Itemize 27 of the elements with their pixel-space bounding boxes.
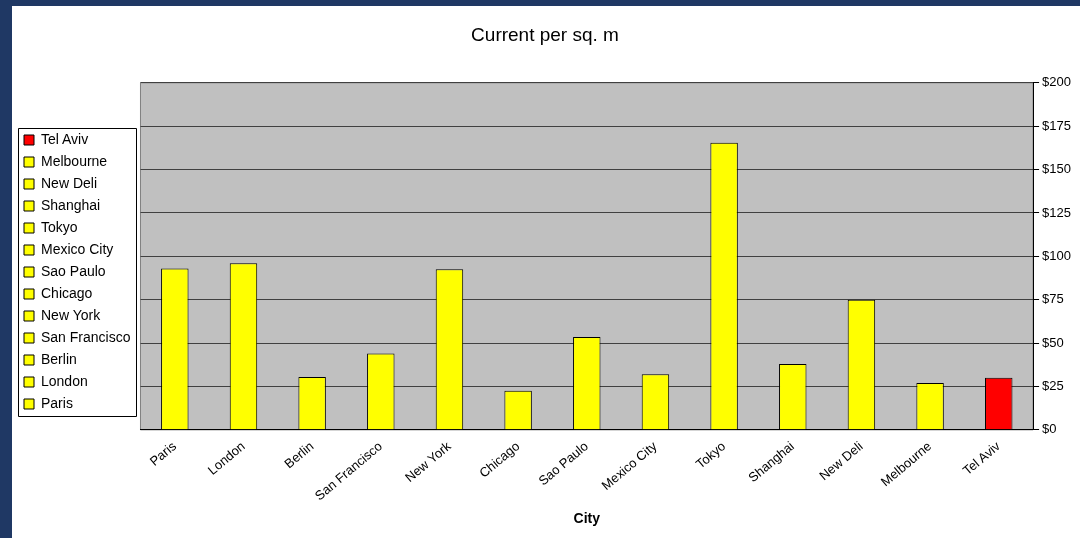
legend-label: New York — [41, 306, 102, 323]
legend-label: New Deli — [41, 174, 98, 191]
x-tick-label: Tel Aviv — [959, 438, 1004, 479]
legend-label: Chicago — [41, 284, 93, 301]
y-tick-label: $75 — [1042, 291, 1064, 307]
legend-label: San Francisco — [41, 328, 131, 345]
legend-label: Berlin — [41, 350, 77, 367]
y-tick-label: $175 — [1042, 117, 1071, 133]
y-tick-label: $150 — [1042, 161, 1071, 177]
legend-label: London — [41, 372, 88, 389]
chart-title: Current per sq. m — [471, 23, 619, 45]
legend-label: Paris — [41, 394, 73, 411]
legend-label: Sao Paulo — [41, 262, 106, 279]
x-tick-label: New Deli — [816, 438, 866, 484]
legend-label: Mexico City — [41, 240, 114, 257]
x-tick-label: New York — [402, 438, 455, 486]
y-tick-label: $125 — [1042, 204, 1071, 220]
legend-label: Tel Aviv — [41, 130, 89, 147]
legend-label: Melbourne — [41, 152, 108, 169]
legend-label: Tokyo — [41, 218, 78, 235]
y-tick-label: $100 — [1042, 247, 1071, 263]
y-tick-label: $50 — [1042, 334, 1064, 350]
legend-label: Shanghai — [41, 196, 101, 213]
y-tick-label: $25 — [1042, 378, 1064, 394]
y-tick-label: $0 — [1042, 421, 1057, 437]
x-axis-title: City — [573, 510, 601, 527]
y-tick-label: $200 — [1042, 74, 1071, 90]
